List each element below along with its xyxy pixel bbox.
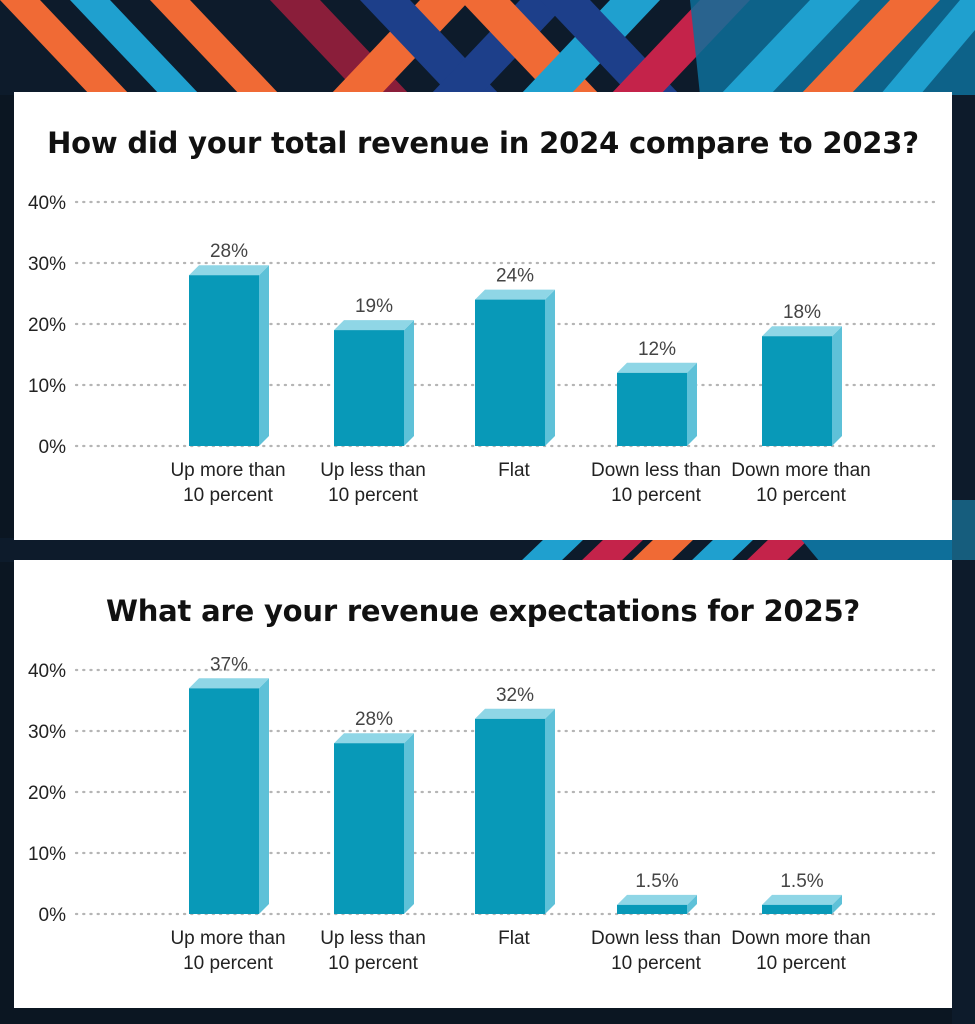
bar-group [762,894,842,914]
bar [334,743,404,914]
bar [334,330,404,446]
bar-top [617,362,697,373]
x-category-label: Down less than 10 percent [591,460,721,506]
top-stripe-pattern [0,0,975,95]
bar-side [687,362,697,446]
bar-top [475,289,555,300]
x-category-label: Up less than 10 percent [320,928,426,974]
bar-top [617,894,697,905]
y-tick-label: 30% [28,254,66,275]
x-category-label-line: 10 percent [756,953,847,974]
bar-side [832,326,842,446]
y-tick-label: 0% [39,437,67,458]
bar-side [687,894,697,914]
data-label: 32% [496,685,534,706]
x-category-label: Up more than 10 percent [170,460,285,506]
bar-group [617,362,697,446]
bar-chart-2024: 0% 10% 20% 30% 40% 28% Up more than 10 percent 1… [28,193,936,506]
y-tick-label: 0% [39,905,67,926]
bar-group [334,320,414,446]
bar-group [475,289,555,446]
x-category-label-line: 10 percent [611,953,702,974]
x-category-label-line: 10 percent [328,485,419,506]
y-tick-label: 20% [28,783,66,804]
data-label: 28% [210,241,248,262]
chart-panel-2024: How did your total revenue in 2024 compa… [14,92,952,540]
bar [617,372,687,446]
bar-side [545,289,555,446]
x-category-label-line: 10 percent [756,485,847,506]
x-category-label-line: Up less than [320,928,426,949]
chart-title: What are your revenue expectations for 2… [105,594,861,628]
bar-group [475,708,555,914]
x-category-label-line: Down more than [731,460,870,481]
bar-top [334,320,414,331]
bar-chart-2025: 0% 10% 20% 30% 40% 37% Up more than 10 percent 2… [28,654,936,974]
data-label: 24% [496,266,534,287]
bar [475,718,545,914]
bar-top [762,894,842,905]
bar [475,299,545,446]
x-category-label: Down less than 10 percent [591,928,721,974]
y-tick-label: 10% [28,376,66,397]
bar-side [545,708,555,914]
x-category-label: Down more than 10 percent [731,928,870,974]
x-category-label-line: Down less than [591,460,721,481]
x-category-label-line: Up more than [170,928,285,949]
x-category-label: Up less than 10 percent [320,460,426,506]
bar-top [334,733,414,744]
x-category-label: Flat [498,928,530,949]
bar [189,275,259,446]
x-category-label: Up more than 10 percent [170,928,285,974]
bar-side [259,678,269,914]
data-label: 12% [638,339,676,360]
bar [762,336,832,446]
bar-group [617,894,697,914]
x-category-label-line: Up more than [170,460,285,481]
x-category-label-line: Flat [498,928,530,949]
x-category-label-line: Down more than [731,928,870,949]
bar-top [475,708,555,719]
y-tick-label: 20% [28,315,66,336]
bar-group [762,326,842,446]
bar [189,688,259,914]
bar [617,904,687,914]
x-category-label-line: Flat [498,460,530,481]
bar-top [189,678,269,689]
y-tick-label: 10% [28,844,66,865]
x-category-label-line: 10 percent [328,953,419,974]
data-label: 37% [210,654,248,675]
bar-group [189,678,269,914]
y-tick-label: 40% [28,193,66,214]
middle-stripe-pattern [0,538,975,562]
y-tick-label: 30% [28,722,66,743]
x-category-label-line: 10 percent [183,485,274,506]
x-category-label: Flat [498,460,530,481]
x-category-label-line: Down less than [591,928,721,949]
bar-group [334,733,414,914]
y-tick-label: 40% [28,661,66,682]
bar-side [832,894,842,914]
bar-top [189,265,269,276]
x-category-label-line: 10 percent [611,485,702,506]
bar-side [404,320,414,446]
x-category-label-line: 10 percent [183,953,274,974]
x-category-label: Down more than 10 percent [731,460,870,506]
data-label: 1.5% [780,871,823,892]
bar-top [762,326,842,337]
data-label: 18% [783,302,821,323]
bar-side [404,733,414,914]
data-label: 28% [355,709,393,730]
x-category-label-line: Up less than [320,460,426,481]
bar [762,904,832,914]
data-label: 1.5% [635,871,678,892]
data-label: 19% [355,296,393,317]
bar-side [259,265,269,446]
bar-group [189,265,269,446]
chart-panel-2025: What are your revenue expectations for 2… [14,560,952,1008]
chart-title: How did your total revenue in 2024 compa… [47,126,919,160]
